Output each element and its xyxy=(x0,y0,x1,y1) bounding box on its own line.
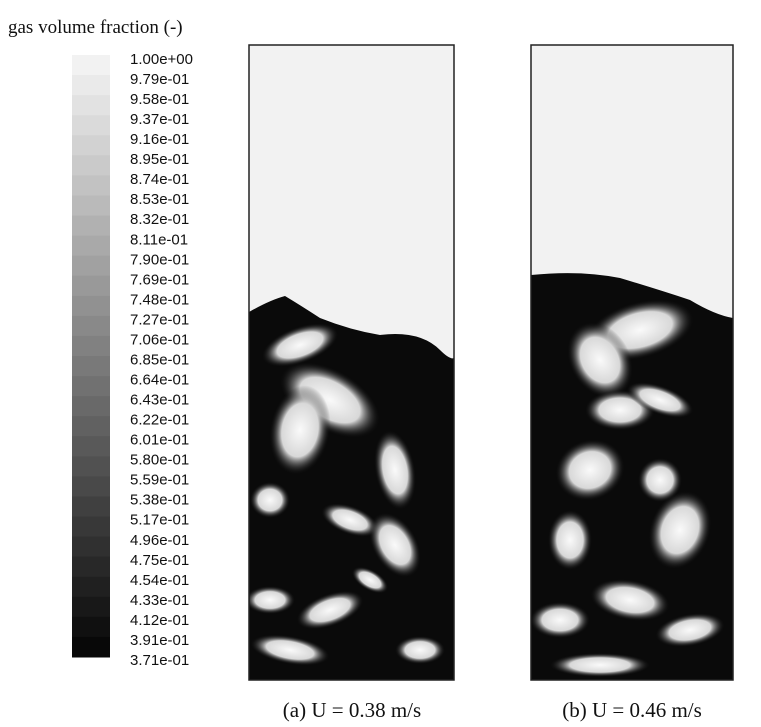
colorbar-band xyxy=(72,576,110,598)
colorbar-band xyxy=(72,496,110,518)
colorbar-band xyxy=(72,616,110,638)
colorbar-band xyxy=(72,356,110,377)
bubble xyxy=(626,382,694,418)
colorbar-label: 4.96e-01 xyxy=(130,532,189,549)
colorbar-label: 4.12e-01 xyxy=(130,612,189,629)
colorbar-label: 5.17e-01 xyxy=(130,512,189,529)
colorbar-label: 6.85e-01 xyxy=(130,351,189,368)
panel-frame xyxy=(530,44,734,681)
colorbar-band xyxy=(72,215,110,237)
colorbar-band xyxy=(72,135,110,156)
colorbar-band xyxy=(72,75,110,96)
bubble xyxy=(531,602,590,638)
colorbar-band xyxy=(72,95,110,116)
colorbar-band xyxy=(72,315,110,337)
colorbar-label: 6.22e-01 xyxy=(130,412,189,429)
panel-caption: (b) U = 0.46 m/s xyxy=(562,698,702,722)
contour-panel-a xyxy=(249,45,454,680)
colorbar-label: 3.71e-01 xyxy=(130,652,189,669)
bubble xyxy=(555,439,625,501)
bubble xyxy=(567,322,633,398)
bubble xyxy=(648,491,712,569)
colorbar-label: 5.59e-01 xyxy=(130,472,189,489)
colorbar-label: 7.90e-01 xyxy=(130,251,189,268)
colorbar-band xyxy=(72,55,110,76)
colorbar-band xyxy=(72,255,110,277)
colorbar-label: 6.43e-01 xyxy=(130,392,189,409)
colorbar-band xyxy=(72,516,110,538)
bubble xyxy=(638,458,682,502)
colorbar-band xyxy=(72,335,110,357)
colorbar-band xyxy=(72,115,110,136)
bubble xyxy=(261,323,339,367)
colorbar-band xyxy=(72,476,110,497)
colorbar-band xyxy=(72,235,110,257)
figure-title: gas volume fraction (-) xyxy=(8,17,183,38)
colorbar-band xyxy=(72,416,110,437)
colorbar-label: 9.79e-01 xyxy=(130,71,189,88)
colorbar-label: 7.06e-01 xyxy=(130,331,189,348)
colorbar-label: 9.37e-01 xyxy=(130,111,189,128)
colorbar-band xyxy=(72,436,110,457)
colorbar-label: 7.27e-01 xyxy=(130,311,189,328)
colorbar-band xyxy=(72,155,110,176)
bubble xyxy=(250,634,330,666)
colorbar-label: 9.58e-01 xyxy=(130,91,189,108)
colorbar-label: 1.00e+00 xyxy=(130,51,193,68)
colorbar-label: 7.69e-01 xyxy=(130,271,189,288)
bubble xyxy=(395,636,445,664)
colorbar-label: 6.01e-01 xyxy=(130,432,189,449)
panel-frame xyxy=(248,44,455,681)
panel-caption: (a) U = 0.38 m/s xyxy=(283,698,421,722)
colorbar-band xyxy=(72,175,110,196)
colorbar-band xyxy=(72,596,110,618)
colorbar-band xyxy=(72,275,110,297)
colorbar-label: 3.91e-01 xyxy=(130,632,189,649)
colorbar-band xyxy=(72,636,110,658)
bubble xyxy=(655,613,725,647)
bubble xyxy=(374,430,416,510)
colorbar-label: 5.38e-01 xyxy=(130,492,189,509)
colorbar-label: 8.95e-01 xyxy=(130,151,189,168)
colorbar-label: 8.32e-01 xyxy=(130,211,189,228)
colorbar-label: 4.54e-01 xyxy=(130,572,189,589)
colorbar-label: 8.11e-01 xyxy=(130,231,188,248)
bubble xyxy=(321,503,379,537)
colorbar-band xyxy=(72,195,110,217)
colorbar-label: 4.75e-01 xyxy=(130,552,189,569)
colorbar-band xyxy=(72,556,110,578)
colorbar-label: 5.80e-01 xyxy=(130,452,189,469)
colorbar-band xyxy=(72,376,110,397)
bubble xyxy=(249,586,295,614)
colorbar-label: 6.64e-01 xyxy=(130,372,189,389)
bubble xyxy=(369,512,421,578)
colorbar-label: 8.53e-01 xyxy=(130,191,189,208)
colorbar-label: 8.74e-01 xyxy=(130,171,189,188)
colorbar-label: 7.48e-01 xyxy=(130,291,189,308)
colorbar-band xyxy=(72,295,110,317)
bubble xyxy=(351,566,389,594)
bubble xyxy=(250,482,290,518)
colorbar-label: 4.33e-01 xyxy=(130,592,189,609)
bubble xyxy=(548,510,592,570)
colorbar-band xyxy=(72,396,110,417)
bubble xyxy=(590,579,670,621)
bubble xyxy=(296,590,364,630)
bubble xyxy=(269,385,331,475)
colorbar-band xyxy=(72,536,110,558)
contour-panel-b xyxy=(531,45,733,680)
colorbar-band xyxy=(72,456,110,477)
colorbar: 1.00e+00 9.79e-01 9.58e-01 9.37e-01 9.16e-01… xyxy=(72,51,193,669)
colorbar-label: 9.16e-01 xyxy=(130,131,189,148)
bubble xyxy=(550,653,650,677)
